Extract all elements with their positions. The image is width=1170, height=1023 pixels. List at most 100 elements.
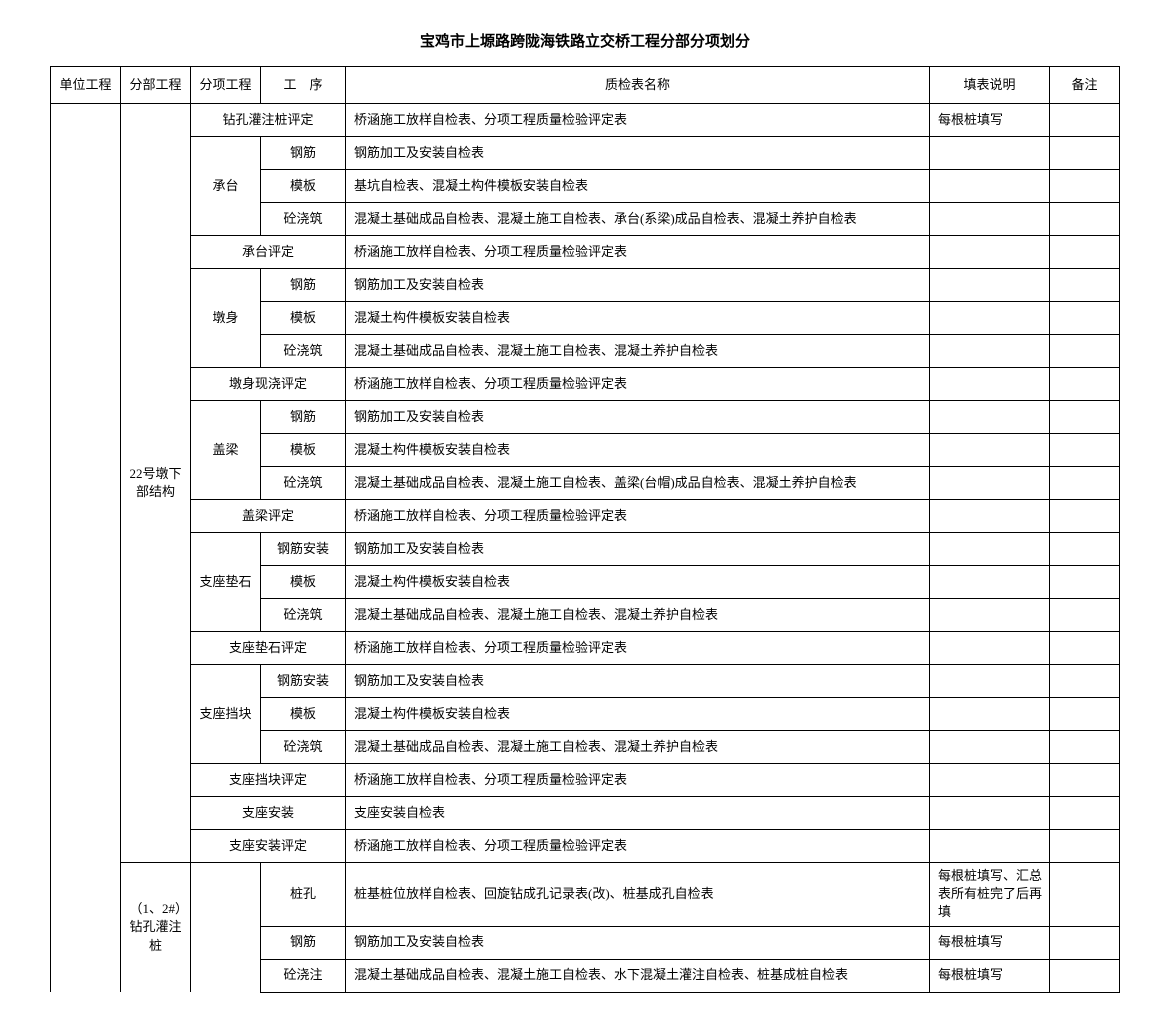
- cell-desc: [930, 500, 1050, 533]
- cell-name: 桥涵施工放样自检表、分项工程质量检验评定表: [346, 500, 930, 533]
- cell-note: [1050, 302, 1120, 335]
- cell-name: 桥涵施工放样自检表、分项工程质量检验评定表: [346, 368, 930, 401]
- cell-note: [1050, 665, 1120, 698]
- cell-note: [1050, 104, 1120, 137]
- cell-process: 钢筋: [261, 137, 346, 170]
- cell-desc: [930, 368, 1050, 401]
- cell-note: [1050, 137, 1120, 170]
- table-row: 支座安装评定 桥涵施工放样自检表、分项工程质量检验评定表: [51, 830, 1120, 863]
- cell-desc: [930, 632, 1050, 665]
- cell-name: 桥涵施工放样自检表、分项工程质量检验评定表: [346, 104, 930, 137]
- cell-desc: [930, 269, 1050, 302]
- cell-desc: [930, 566, 1050, 599]
- cell-name: 基坑自检表、混凝土构件模板安装自检表: [346, 170, 930, 203]
- cell-note: [1050, 467, 1120, 500]
- cell-note: [1050, 599, 1120, 632]
- cell-item: 支座挡块: [191, 665, 261, 764]
- cell-desc: 每根桩填写: [930, 104, 1050, 137]
- cell-desc: [930, 797, 1050, 830]
- cell-note: [1050, 764, 1120, 797]
- cell-unit: [51, 104, 121, 993]
- table-row: 承台 钢筋 钢筋加工及安装自检表: [51, 137, 1120, 170]
- cell-item: 支座安装评定: [191, 830, 346, 863]
- cell-item: 支座垫石: [191, 533, 261, 632]
- page-title: 宝鸡市上塬路跨陇海铁路立交桥工程分部分项划分: [50, 30, 1120, 51]
- cell-name: 混凝土构件模板安装自检表: [346, 698, 930, 731]
- cell-note: [1050, 959, 1120, 992]
- cell-name: 桥涵施工放样自检表、分项工程质量检验评定表: [346, 632, 930, 665]
- cell-name: 钢筋加工及安装自检表: [346, 137, 930, 170]
- cell-item: 承台: [191, 137, 261, 236]
- cell-desc: [930, 830, 1050, 863]
- cell-desc: [930, 599, 1050, 632]
- cell-process: 模板: [261, 170, 346, 203]
- cell-desc: 每根桩填写、汇总表所有桩完了后再填: [930, 863, 1050, 927]
- cell-process: 砼浇筑: [261, 467, 346, 500]
- cell-item: 盖梁: [191, 401, 261, 500]
- cell-desc: [930, 401, 1050, 434]
- cell-item: [191, 863, 261, 993]
- cell-name: 钢筋加工及安装自检表: [346, 926, 930, 959]
- th-process: 工 序: [261, 67, 346, 104]
- cell-item: 支座挡块评定: [191, 764, 346, 797]
- cell-item: 支座安装: [191, 797, 346, 830]
- main-table: 单位工程 分部工程 分项工程 工 序 质检表名称 填表说明 备注 22号墩下部结…: [50, 66, 1120, 993]
- cell-process: 砼浇筑: [261, 335, 346, 368]
- cell-note: [1050, 170, 1120, 203]
- cell-note: [1050, 269, 1120, 302]
- cell-name: 混凝土构件模板安装自检表: [346, 434, 930, 467]
- cell-name: 钢筋加工及安装自检表: [346, 665, 930, 698]
- th-desc: 填表说明: [930, 67, 1050, 104]
- table-row: 墩身现浇评定 桥涵施工放样自检表、分项工程质量检验评定表: [51, 368, 1120, 401]
- cell-note: [1050, 500, 1120, 533]
- table-row: 支座垫石评定 桥涵施工放样自检表、分项工程质量检验评定表: [51, 632, 1120, 665]
- cell-note: [1050, 335, 1120, 368]
- cell-process: 模板: [261, 434, 346, 467]
- cell-section2: （1、2#）钻孔灌注桩: [121, 863, 191, 993]
- cell-item: 墩身: [191, 269, 261, 368]
- cell-name: 混凝土基础成品自检表、混凝土施工自检表、混凝土养护自检表: [346, 731, 930, 764]
- cell-name: 混凝土基础成品自检表、混凝土施工自检表、水下混凝土灌注自检表、桩基成桩自检表: [346, 959, 930, 992]
- cell-name: 桩基桩位放样自检表、回旋钻成孔记录表(改)、桩基成孔自检表: [346, 863, 930, 927]
- th-unit: 单位工程: [51, 67, 121, 104]
- cell-note: [1050, 566, 1120, 599]
- cell-desc: [930, 203, 1050, 236]
- cell-note: [1050, 797, 1120, 830]
- cell-item: 承台评定: [191, 236, 346, 269]
- cell-name: 桥涵施工放样自检表、分项工程质量检验评定表: [346, 830, 930, 863]
- table-row: 承台评定 桥涵施工放样自检表、分项工程质量检验评定表: [51, 236, 1120, 269]
- th-section: 分部工程: [121, 67, 191, 104]
- table-row: 支座安装 支座安装自检表: [51, 797, 1120, 830]
- cell-desc: [930, 467, 1050, 500]
- cell-name: 混凝土基础成品自检表、混凝土施工自检表、混凝土养护自检表: [346, 335, 930, 368]
- table-row: （1、2#）钻孔灌注桩 桩孔 桩基桩位放样自检表、回旋钻成孔记录表(改)、桩基成…: [51, 863, 1120, 927]
- cell-desc: [930, 731, 1050, 764]
- cell-name: 混凝土基础成品自检表、混凝土施工自检表、盖梁(台帽)成品自检表、混凝土养护自检表: [346, 467, 930, 500]
- cell-section1: 22号墩下部结构: [121, 104, 191, 863]
- cell-process: 钢筋: [261, 401, 346, 434]
- cell-name: 桥涵施工放样自检表、分项工程质量检验评定表: [346, 236, 930, 269]
- cell-process: 桩孔: [261, 863, 346, 927]
- cell-process: 砼浇筑: [261, 731, 346, 764]
- th-item: 分项工程: [191, 67, 261, 104]
- cell-note: [1050, 401, 1120, 434]
- cell-process: 钢筋: [261, 926, 346, 959]
- cell-process: 砼浇筑: [261, 203, 346, 236]
- cell-process: 钢筋安装: [261, 533, 346, 566]
- cell-note: [1050, 698, 1120, 731]
- cell-desc: [930, 335, 1050, 368]
- cell-process: 钢筋: [261, 269, 346, 302]
- cell-item: 钻孔灌注桩评定: [191, 104, 346, 137]
- cell-item: 支座垫石评定: [191, 632, 346, 665]
- cell-desc: [930, 236, 1050, 269]
- cell-desc: 每根桩填写: [930, 959, 1050, 992]
- table-row: 盖梁 钢筋 钢筋加工及安装自检表: [51, 401, 1120, 434]
- cell-desc: [930, 764, 1050, 797]
- cell-note: [1050, 731, 1120, 764]
- table-row: 支座挡块评定 桥涵施工放样自检表、分项工程质量检验评定表: [51, 764, 1120, 797]
- table-row: 盖梁评定 桥涵施工放样自检表、分项工程质量检验评定表: [51, 500, 1120, 533]
- cell-desc: [930, 434, 1050, 467]
- cell-process: 砼浇注: [261, 959, 346, 992]
- cell-note: [1050, 434, 1120, 467]
- th-note: 备注: [1050, 67, 1120, 104]
